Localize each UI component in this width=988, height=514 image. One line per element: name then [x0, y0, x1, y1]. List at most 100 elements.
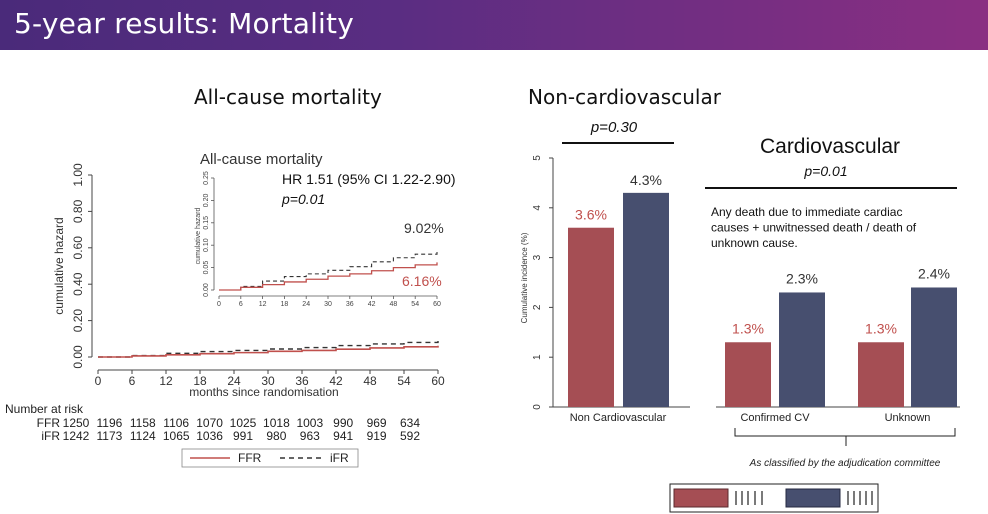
risk-cell: 1018	[263, 416, 290, 430]
km-x-tick-label: 24	[227, 374, 241, 388]
nc-y-tick-label: 1	[532, 354, 543, 360]
legend-ifr-label: iFR	[330, 451, 349, 465]
cv-group-brace	[734, 428, 956, 446]
risk-cell: 1036	[196, 429, 223, 443]
km-y-tick-label: 0.20	[71, 309, 85, 333]
risk-cell: 1250	[63, 416, 90, 430]
risk-table-label: Number at risk	[5, 402, 84, 416]
inset-y-tick-label: 0.05	[203, 261, 210, 275]
risk-cell: 980	[266, 429, 286, 443]
cv-bar	[725, 342, 771, 407]
bottom-legend-red-swatch	[673, 488, 729, 508]
inset-hr-text: HR 1.51 (95% CI 1.22-2.90)	[282, 171, 456, 187]
nc-category-label: Non Cardiovascular	[570, 412, 667, 424]
inset-x-tick-label: 0	[217, 301, 221, 308]
km-y-axis-label: cumulative hazard	[52, 217, 66, 314]
cv-note-line: Any death due to immediate cardiac	[711, 205, 902, 219]
nc-bar-value-label: 4.3%	[630, 172, 662, 188]
inset-x-tick-label: 30	[324, 301, 332, 308]
bottom-legend-blue-swatch	[785, 488, 841, 508]
risk-cell: 1158	[130, 416, 156, 430]
inset-y-tick-label: 0.15	[203, 216, 210, 230]
nc-bar-value-label: 3.6%	[575, 207, 607, 223]
cv-category-label: Unknown	[885, 412, 931, 424]
inset-ifr-value-label: 9.02%	[404, 220, 444, 236]
inset-x-tick-label: 48	[390, 301, 398, 308]
nc-bar	[568, 227, 614, 407]
inset-x-tick-label: 36	[346, 301, 354, 308]
km-y-tick-label: 0.40	[71, 272, 85, 296]
km-x-tick-label: 18	[193, 374, 207, 388]
cv-section-title: Cardiovascular	[760, 135, 900, 158]
inset-x-tick-label: 24	[302, 301, 310, 308]
inset-y-tick-label: 0.10	[203, 238, 210, 252]
inset-x-tick-label: 12	[259, 301, 267, 308]
km-x-tick-label: 36	[295, 374, 309, 388]
risk-cell: 919	[367, 429, 387, 443]
risk-cell: 969	[367, 416, 387, 430]
nc-bar	[623, 192, 669, 407]
cv-bar-value-label: 1.3%	[732, 320, 764, 336]
risk-cell: 990	[333, 416, 353, 430]
km-y-tick-label: 1.00	[71, 163, 85, 187]
inset-ffr-line	[219, 262, 438, 291]
inset-x-tick-label: 42	[368, 301, 376, 308]
km-y-tick-label: 0.80	[71, 199, 85, 223]
km-x-tick-label: 6	[129, 374, 136, 388]
cv-bar	[858, 342, 904, 407]
risk-cell: 991	[233, 429, 253, 443]
inset-ffr-value-label: 6.16%	[402, 273, 442, 289]
inset-y-tick-label: 0.00	[203, 283, 210, 297]
km-y-tick-label: 0.00	[71, 345, 85, 369]
slide-header: 5-year results: Mortality	[0, 0, 988, 50]
cv-p-text: p=0.01	[803, 163, 847, 179]
inset-x-tick-label: 60	[433, 301, 441, 308]
inset-title: All-cause mortality	[200, 151, 323, 168]
nc-y-tick-label: 3	[532, 254, 543, 260]
slide-title: 5-year results: Mortality	[14, 7, 354, 40]
risk-cell: 1124	[130, 429, 156, 443]
risk-cell: 1173	[96, 429, 122, 443]
km-legend-box	[181, 448, 359, 468]
left-section-title: All-cause mortality	[194, 85, 382, 109]
km-ffr-line	[98, 345, 439, 358]
inset-p-text: p=0.01	[281, 191, 325, 207]
km-x-axis-label: months since randomisation	[189, 385, 338, 399]
risk-cell: 1242	[63, 429, 90, 443]
risk-row-name: iFR	[41, 429, 60, 443]
risk-cell: 1025	[230, 416, 257, 430]
nc-y-axis-label: Cumulative incidence (%)	[520, 232, 529, 323]
risk-cell: 941	[333, 429, 353, 443]
cv-bar	[911, 287, 957, 407]
cv-bar-value-label: 2.3%	[786, 270, 818, 286]
cv-footnote: As classified by the adjudication commit…	[749, 458, 941, 469]
km-x-tick-label: 54	[397, 374, 411, 388]
inset-y-axis-label: cumulative hazard	[195, 207, 202, 264]
km-x-tick-label: 60	[431, 374, 445, 388]
risk-cell: 634	[400, 416, 420, 430]
cv-bar-value-label: 2.4%	[918, 265, 950, 281]
inset-x-tick-label: 18	[281, 301, 289, 308]
inset-y-tick-label: 0.20	[203, 193, 210, 207]
km-x-tick-label: 30	[261, 374, 275, 388]
cv-note-line: causes + unwitnessed death / death of	[711, 221, 917, 235]
risk-cell: 592	[400, 429, 420, 443]
risk-cell: 1065	[163, 429, 190, 443]
km-x-tick-label: 12	[159, 374, 173, 388]
nc-y-tick-label: 5	[532, 155, 543, 161]
cv-category-label: Confirmed CV	[740, 412, 810, 424]
km-x-tick-label: 42	[329, 374, 343, 388]
cv-bar	[779, 292, 825, 407]
risk-row-name: FFR	[37, 416, 61, 430]
risk-cell: 1196	[96, 416, 122, 430]
inset-x-tick-label: 6	[239, 301, 243, 308]
risk-cell: 1070	[196, 416, 223, 430]
cv-bar-value-label: 1.3%	[865, 320, 897, 336]
risk-cell: 1003	[296, 416, 323, 430]
nc-p-text: p=0.30	[590, 119, 638, 136]
km-x-tick-label: 0	[95, 374, 102, 388]
inset-ifr-line	[219, 249, 438, 291]
inset-x-tick-label: 54	[411, 301, 419, 308]
noncardio-section-title: Non-cardiovascular	[528, 85, 721, 109]
